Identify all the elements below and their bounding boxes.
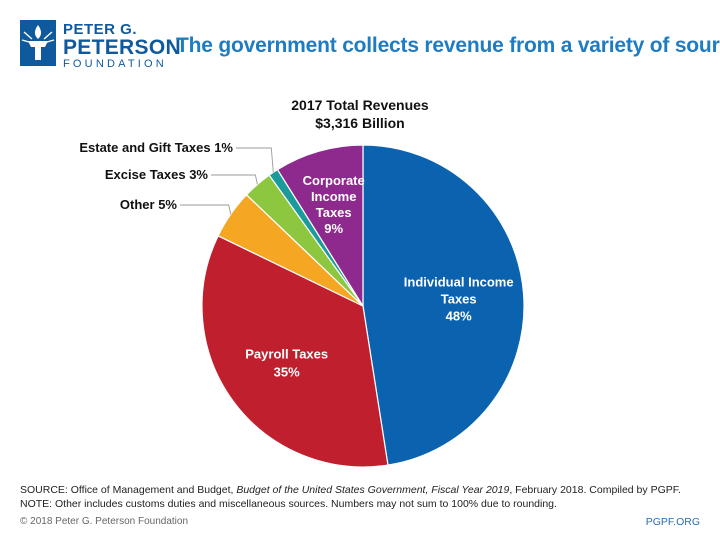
site-link[interactable]: PGPF.ORG: [645, 516, 700, 528]
slice-label-corporate-income-taxes: 9%: [324, 221, 343, 236]
slice-label-corporate-income-taxes: Taxes: [316, 205, 352, 220]
slice-label-individual-income-taxes: Individual Income: [404, 275, 514, 290]
torch-icon: [20, 20, 56, 66]
leader-line: [180, 204, 232, 215]
slice-label-corporate-income-taxes: Corporate: [303, 173, 365, 188]
logo-line-3: FOUNDATION: [63, 58, 167, 70]
slice-label-excise-taxes: Excise Taxes 3%: [105, 167, 209, 182]
leader-line: [236, 147, 274, 173]
slice-label-payroll-taxes: Payroll Taxes: [245, 347, 328, 362]
pie-slice-payroll-taxes: [201, 235, 389, 468]
slice-label-individual-income-taxes: Taxes: [441, 292, 477, 307]
pie-slice-individual-income-taxes: [362, 144, 525, 466]
header: PETER G. PETERSON FOUNDATION The governm…: [0, 0, 720, 75]
chart-title-line-2: $3,316 Billion: [315, 115, 404, 131]
source-prefix: SOURCE: Office of Management and Budget,: [20, 484, 237, 496]
logo-line-2: PETERSON: [63, 36, 181, 59]
page-title: The government collects revenue from a v…: [176, 34, 720, 57]
slice-label-corporate-income-taxes: Income: [311, 189, 357, 204]
slice-label-estate-and-gift-taxes: Estate and Gift Taxes 1%: [79, 140, 233, 155]
slice-label-individual-income-taxes: 48%: [446, 309, 472, 324]
logo-line-1: PETER G.: [63, 21, 138, 38]
source-note: SOURCE: Office of Management and Budget,…: [20, 483, 710, 511]
source-title: Budget of the United States Government, …: [236, 484, 510, 496]
note-line: NOTE: Other includes customs duties and …: [20, 498, 557, 510]
revenue-pie-chart: 2017 Total Revenues $3,316 Billion Indiv…: [79, 97, 525, 468]
source-line: SOURCE: Office of Management and Budget,…: [20, 483, 710, 497]
pgpf-logo[interactable]: PETER G. PETERSON FOUNDATION: [20, 20, 181, 71]
slice-label-other: Other 5%: [120, 197, 178, 212]
copyright: © 2018 Peter G. Peterson Foundation: [20, 516, 189, 527]
chart-title-line-1: 2017 Total Revenues: [291, 97, 429, 113]
leader-line: [211, 174, 258, 185]
pie-slice-corporate-income-taxes: [276, 144, 364, 309]
slice-label-payroll-taxes: 35%: [274, 365, 300, 380]
source-suffix: , February 2018. Compiled by PGPF.: [509, 484, 681, 496]
logo-wordmark: PETER G. PETERSON FOUNDATION: [63, 22, 181, 71]
